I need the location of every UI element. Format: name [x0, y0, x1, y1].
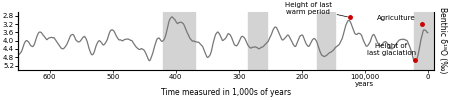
Bar [318, 12, 334, 70]
Text: Agriculture: Agriculture [377, 15, 422, 24]
X-axis label: Time measured in 1,000s of years: Time measured in 1,000s of years [161, 88, 291, 97]
Text: Height of
last glaciation: Height of last glaciation [367, 43, 416, 60]
Bar [248, 12, 267, 70]
Bar [163, 12, 194, 70]
Bar [414, 12, 434, 70]
Text: Height of last
warm period: Height of last warm period [284, 2, 347, 17]
Y-axis label: Benthic δ¹⁸O (‰): Benthic δ¹⁸O (‰) [438, 8, 447, 74]
